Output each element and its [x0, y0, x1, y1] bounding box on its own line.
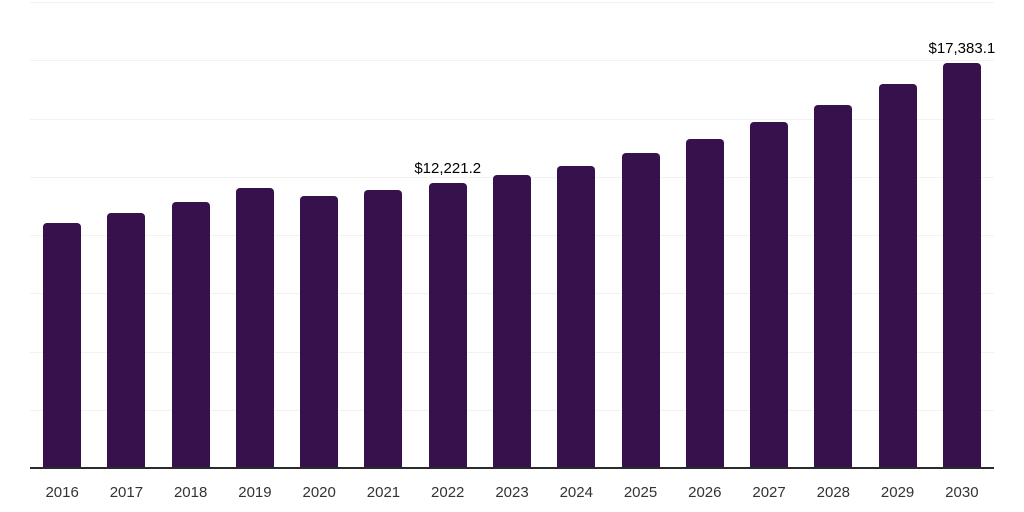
x-axis-label-2019: 2019 [238, 484, 272, 501]
bar-2030[interactable] [942, 62, 981, 468]
bar-2025[interactable] [621, 153, 660, 468]
bar-2027[interactable] [750, 122, 789, 468]
data-label-2030: $17,383.1 [928, 39, 996, 57]
x-axis-label-2018: 2018 [173, 484, 208, 501]
bar-2021[interactable] [364, 189, 403, 468]
bar-2024[interactable] [557, 165, 596, 468]
bar-2016[interactable] [43, 223, 82, 468]
gridline [30, 60, 994, 62]
bar-2019[interactable] [235, 187, 274, 468]
x-axis-label-2024: 2024 [559, 484, 593, 501]
data-label-2022: $12,221.2 [414, 160, 482, 178]
x-axis-label-2030: 2030 [945, 484, 979, 501]
x-axis-label-2021: 2021 [366, 484, 401, 501]
bar-2023[interactable] [493, 175, 531, 468]
x-axis-label-2026: 2026 [688, 484, 722, 501]
bar-2026[interactable] [685, 139, 724, 468]
x-axis-label-2020: 2020 [302, 484, 336, 501]
gridline [30, 118, 994, 120]
x-axis-label-2028: 2028 [816, 484, 851, 501]
bar-2017[interactable] [107, 213, 146, 468]
bar-2022[interactable] [428, 183, 467, 468]
x-axis-label-2017: 2017 [109, 484, 144, 501]
bar-2018[interactable] [171, 202, 210, 468]
bar-2029[interactable] [878, 83, 917, 468]
bar-2028[interactable] [814, 105, 853, 468]
x-axis-label-2029: 2029 [880, 484, 915, 501]
x-axis-label-2016: 2016 [45, 484, 79, 501]
x-axis-line [30, 467, 994, 469]
x-axis-label-2027: 2027 [752, 484, 786, 501]
x-axis-label-2023: 2023 [495, 484, 529, 501]
x-axis-label-2025: 2025 [623, 484, 658, 501]
x-axis-label-2022: 2022 [431, 484, 465, 501]
bar-2020[interactable] [300, 196, 339, 468]
gridline [30, 2, 994, 3]
